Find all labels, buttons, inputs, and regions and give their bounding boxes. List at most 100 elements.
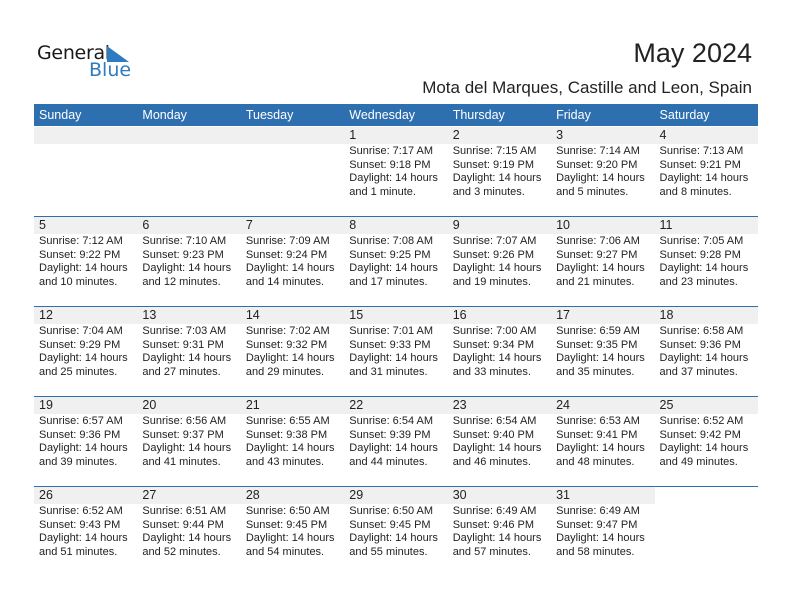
daylight-minutes-text: and 39 minutes. <box>39 455 118 468</box>
day-number: 29 <box>349 488 364 502</box>
sunset-text: Sunset: 9:18 PM <box>349 158 431 171</box>
daylight-minutes-text: and 44 minutes. <box>349 455 428 468</box>
day-cell: 26 Sunrise: 6:52 AM Sunset: 9:43 PM Dayligh… <box>34 487 138 577</box>
day-info: Sunrise: 6:51 AM Sunset: 9:44 PM Daylight:… <box>142 505 231 559</box>
day-number: 2 <box>452 128 460 142</box>
daylight-text: Daylight: 14 hours <box>349 262 438 274</box>
daylight-text: Daylight: 14 hours <box>659 442 749 454</box>
day-number-band <box>551 127 655 144</box>
day-number-band <box>344 217 448 234</box>
day-cell: 7 Sunrise: 7:09 AM Sunset: 9:24 PM Daylight… <box>240 217 345 307</box>
day-number-band <box>137 487 241 504</box>
sunrise-text: Sunrise: 7:14 AM <box>556 145 640 157</box>
daylight-text: Daylight: 14 hours <box>142 352 232 364</box>
daylight-minutes-text: and 14 minutes. <box>245 275 325 288</box>
daylight-minutes-text: and 48 minutes. <box>556 455 635 468</box>
sunset-text: Sunset: 9:45 PM <box>245 518 328 531</box>
day-cell: 2 Sunrise: 7:15 AM Sunset: 9:19 PM Daylight… <box>447 127 552 217</box>
day-info: Sunrise: 7:07 AM Sunset: 9:26 PM Daylight:… <box>453 235 542 289</box>
day-number: 18 <box>659 308 674 322</box>
day-info: Sunrise: 6:50 AM Sunset: 9:45 PM Daylight:… <box>246 505 335 559</box>
sunrise-text: Sunrise: 7:08 AM <box>349 235 434 247</box>
sunset-text: Sunset: 9:42 PM <box>659 428 741 441</box>
weekday-tuesday: Tuesday <box>245 108 294 122</box>
day-number-band <box>551 487 655 504</box>
daylight-text: Daylight: 14 hours <box>556 262 645 274</box>
week-row: 26 Sunrise: 6:52 AM Sunset: 9:43 PM Dayligh… <box>34 486 758 577</box>
day-number: 15 <box>349 308 364 322</box>
sunrise-text: Sunrise: 7:17 AM <box>349 145 434 157</box>
day-number: 11 <box>659 218 673 232</box>
day-info: Sunrise: 6:53 AM Sunset: 9:41 PM Daylight:… <box>556 415 645 469</box>
day-info: Sunrise: 6:49 AM Sunset: 9:46 PM Daylight:… <box>453 505 542 559</box>
day-cell: 1 Sunrise: 7:17 AM Sunset: 9:18 PM Daylight… <box>344 127 448 217</box>
day-cell <box>137 127 241 217</box>
day-number: 8 <box>349 218 357 232</box>
daylight-minutes-text: and 21 minutes. <box>556 275 635 288</box>
day-number: 7 <box>245 218 253 232</box>
day-number-band <box>551 397 655 414</box>
sunrise-text: Sunrise: 7:02 AM <box>245 325 330 337</box>
day-info: Sunrise: 6:56 AM Sunset: 9:37 PM Daylight:… <box>142 415 231 469</box>
daylight-minutes-text: and 46 minutes. <box>452 455 531 468</box>
day-number-band <box>447 127 552 144</box>
day-number: 9 <box>452 218 460 232</box>
day-number-band <box>137 307 241 324</box>
day-number: 10 <box>556 218 571 232</box>
day-info: Sunrise: 7:12 AM Sunset: 9:22 PM Daylight:… <box>39 235 128 289</box>
sunrise-text: Sunrise: 6:51 AM <box>142 505 227 517</box>
daylight-text: Daylight: 14 hours <box>245 352 335 364</box>
day-info: Sunrise: 7:00 AM Sunset: 9:34 PM Daylight:… <box>453 325 542 379</box>
sunset-text: Sunset: 9:43 PM <box>39 518 121 531</box>
daylight-text: Daylight: 14 hours <box>349 352 438 364</box>
day-info: Sunrise: 6:52 AM Sunset: 9:43 PM Daylight:… <box>39 505 128 559</box>
day-info: Sunrise: 7:17 AM Sunset: 9:18 PM Daylight:… <box>349 145 438 199</box>
sunset-text: Sunset: 9:26 PM <box>452 248 535 261</box>
daylight-minutes-text: and 41 minutes. <box>142 455 221 468</box>
day-number: 4 <box>659 128 667 142</box>
day-number-band <box>240 487 345 504</box>
daylight-text: Daylight: 14 hours <box>556 532 645 544</box>
sunset-text: Sunset: 9:38 PM <box>245 428 328 441</box>
daylight-text: Daylight: 14 hours <box>659 352 749 364</box>
day-cell: 13 Sunrise: 7:03 AM Sunset: 9:31 PM Dayligh… <box>137 307 241 397</box>
day-info: Sunrise: 6:50 AM Sunset: 9:45 PM Daylight:… <box>349 505 438 559</box>
daylight-text: Daylight: 14 hours <box>556 172 645 184</box>
day-number-band <box>654 397 758 414</box>
day-number: 1 <box>349 128 357 142</box>
sunrise-text: Sunrise: 7:13 AM <box>659 145 744 157</box>
daylight-minutes-text: and 43 minutes. <box>245 455 325 468</box>
sunset-text: Sunset: 9:46 PM <box>452 518 535 531</box>
daylight-minutes-text: and 19 minutes. <box>452 275 531 288</box>
day-number: 3 <box>556 128 564 142</box>
day-info: Sunrise: 6:54 AM Sunset: 9:39 PM Daylight:… <box>349 415 438 469</box>
sunset-text: Sunset: 9:32 PM <box>245 338 328 351</box>
daylight-minutes-text: and 49 minutes. <box>659 455 738 468</box>
daylight-text: Daylight: 14 hours <box>245 262 335 274</box>
daylight-minutes-text: and 3 minutes. <box>452 185 525 198</box>
weekday-thursday: Thursday <box>452 108 505 122</box>
sunrise-text: Sunrise: 7:15 AM <box>452 145 537 157</box>
daylight-minutes-text: and 17 minutes. <box>349 275 428 288</box>
sunrise-text: Sunrise: 6:50 AM <box>349 505 434 517</box>
day-cell: 20 Sunrise: 6:56 AM Sunset: 9:37 PM Dayligh… <box>137 397 241 487</box>
sunset-text: Sunset: 9:31 PM <box>142 338 224 351</box>
sunrise-text: Sunrise: 6:49 AM <box>556 505 640 517</box>
day-number: 26 <box>39 488 53 502</box>
day-number: 23 <box>452 398 467 412</box>
day-cell: 25 Sunrise: 6:52 AM Sunset: 9:42 PM Dayligh… <box>654 397 758 487</box>
day-number: 19 <box>39 398 53 412</box>
sunset-text: Sunset: 9:45 PM <box>349 518 431 531</box>
sunset-text: Sunset: 9:28 PM <box>659 248 741 261</box>
sunset-text: Sunset: 9:23 PM <box>142 248 224 261</box>
daylight-minutes-text: and 51 minutes. <box>39 545 118 558</box>
day-info: Sunrise: 7:02 AM Sunset: 9:32 PM Daylight:… <box>246 325 335 379</box>
day-number: 5 <box>39 218 46 232</box>
sunset-text: Sunset: 9:36 PM <box>39 428 121 441</box>
daylight-text: Daylight: 14 hours <box>349 172 438 184</box>
sunset-text: Sunset: 9:21 PM <box>659 158 741 171</box>
daylight-text: Daylight: 14 hours <box>349 532 438 544</box>
day-info: Sunrise: 7:14 AM Sunset: 9:20 PM Daylight:… <box>556 145 645 199</box>
day-info: Sunrise: 7:04 AM Sunset: 9:29 PM Daylight:… <box>39 325 128 379</box>
day-cell: 29 Sunrise: 6:50 AM Sunset: 9:45 PM Dayligh… <box>344 487 448 577</box>
